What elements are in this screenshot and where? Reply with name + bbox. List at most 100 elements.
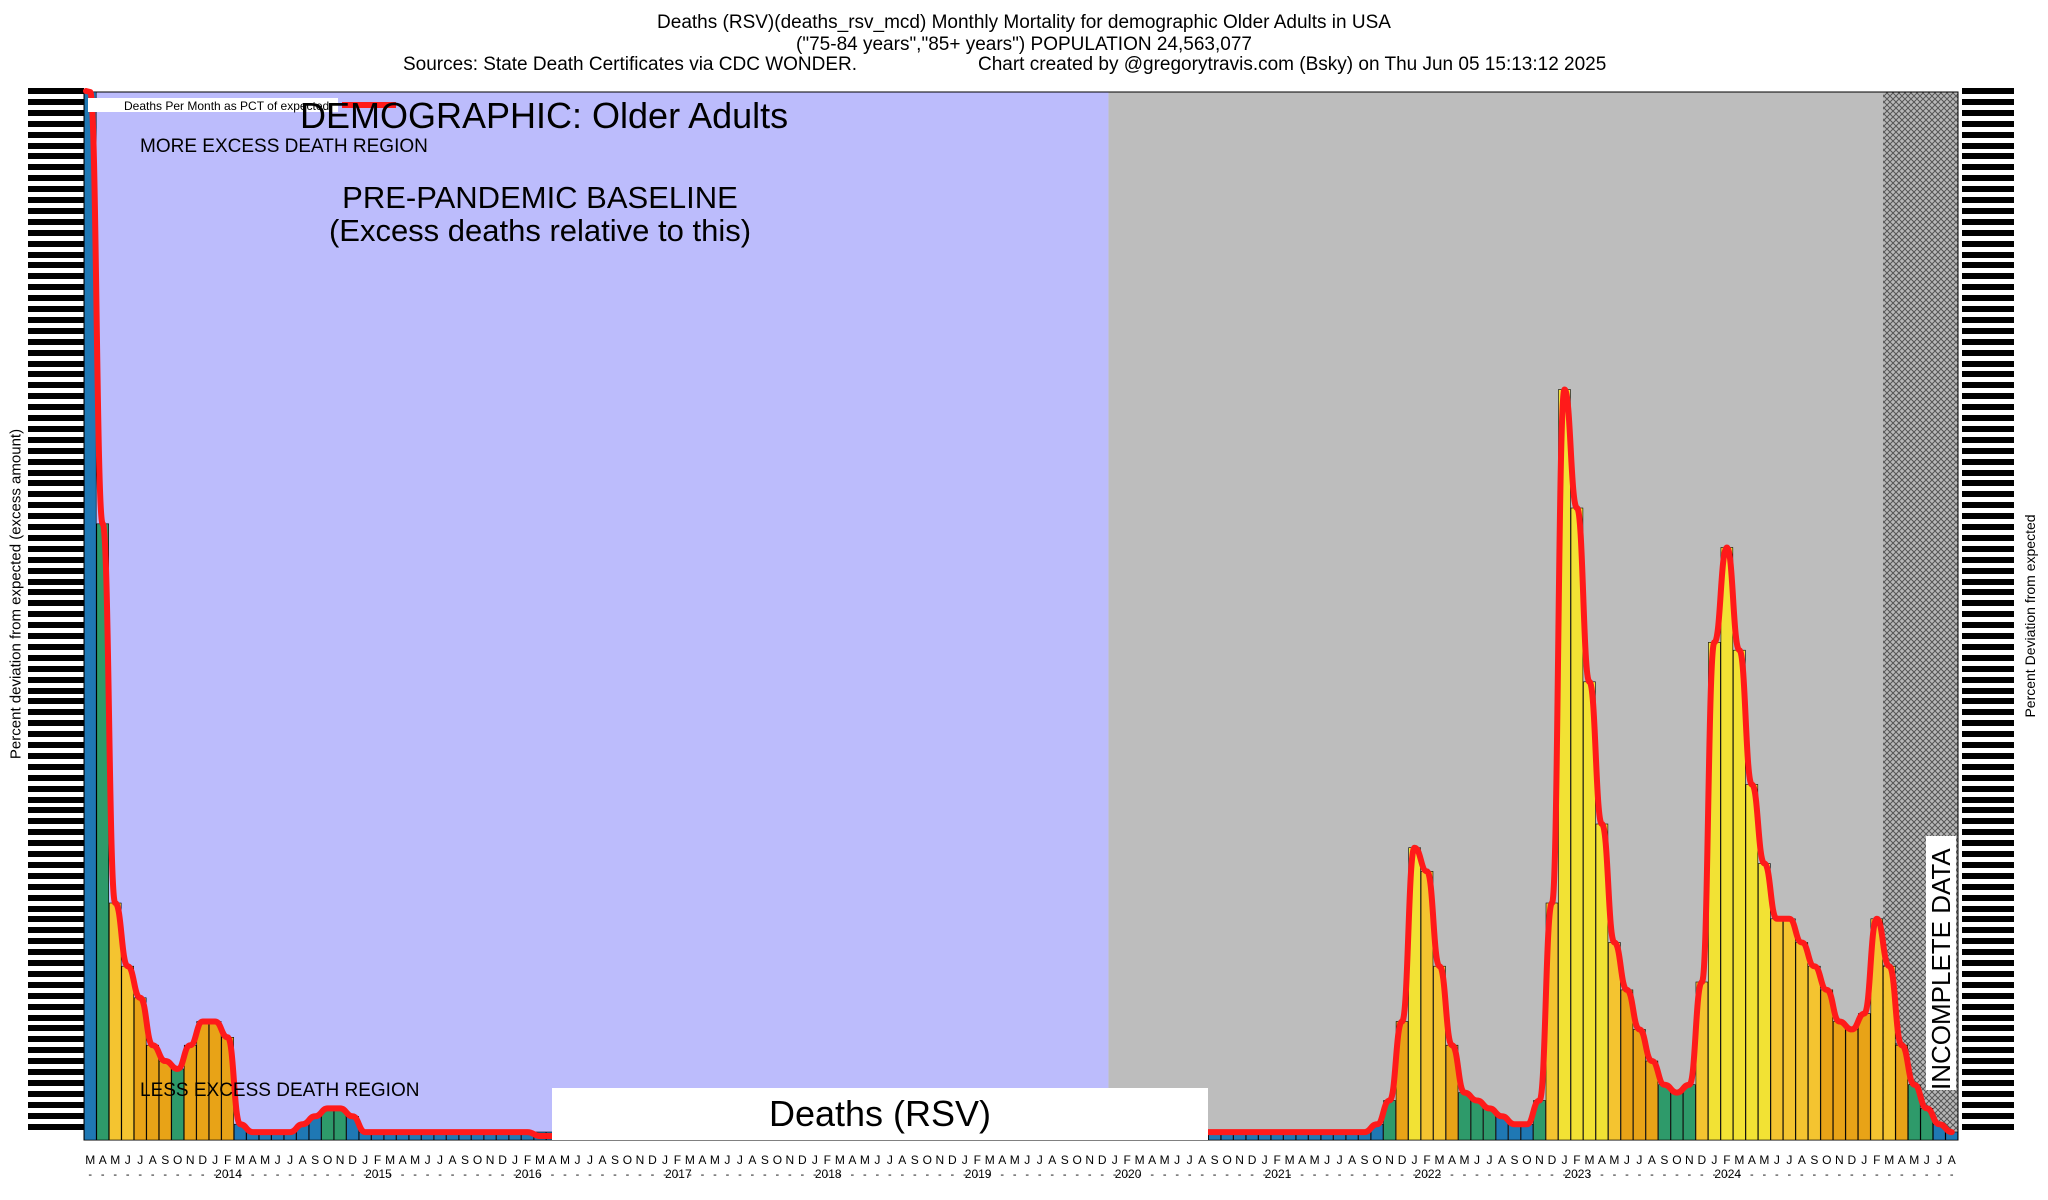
x-tick-dash-128: -	[1688, 1169, 1692, 1181]
x-tick-dash-41: -	[601, 1169, 605, 1181]
left-axis-tick	[28, 818, 84, 825]
x-tick-month-131: F	[1723, 1153, 1730, 1167]
x-tick-dash-145: -	[1900, 1169, 1904, 1181]
right-axis-tick	[1962, 643, 2014, 650]
x-tick-month-95: F	[1273, 1153, 1280, 1167]
x-tick-month-59: F	[824, 1153, 831, 1167]
x-tick-month-73: A	[998, 1153, 1006, 1167]
right-axis-tick	[1962, 1047, 2014, 1054]
right-axis-tick	[1962, 883, 2014, 890]
bar-month-110	[1458, 1092, 1471, 1141]
x-tick-dash-82: -	[1113, 1169, 1117, 1181]
x-tick-month-51: J	[724, 1153, 730, 1167]
x-tick-month-5: A	[149, 1153, 157, 1167]
left-axis-tick	[28, 207, 84, 214]
x-tick-month-82: J	[1112, 1153, 1118, 1167]
x-year-label-2019: 2019	[965, 1167, 992, 1181]
x-tick-month-112: J	[1487, 1153, 1493, 1167]
x-tick-month-104: N	[1385, 1153, 1394, 1167]
x-tick-month-10: J	[212, 1153, 218, 1167]
bar-month-134	[1758, 863, 1771, 1141]
right-axis-tick	[1962, 567, 2014, 574]
left-axis-tick	[28, 567, 84, 574]
x-tick-dash-10: -	[213, 1169, 217, 1181]
x-tick-dash-39: -	[576, 1169, 580, 1181]
x-tick-dash-50: -	[713, 1169, 717, 1181]
x-tick-month-45: D	[648, 1153, 657, 1167]
left-axis-tick	[28, 447, 84, 454]
right-axis-tick	[1962, 98, 2014, 105]
x-tick-month-54: S	[761, 1153, 769, 1167]
x-tick-month-52: J	[737, 1153, 743, 1167]
x-tick-month-116: N	[1535, 1153, 1544, 1167]
left-axis-tick	[28, 120, 84, 127]
x-tick-month-64: J	[887, 1153, 893, 1167]
right-axis-tick	[1962, 1090, 2014, 1097]
x-year-label-2015: 2015	[365, 1167, 392, 1181]
left-axis-tick	[28, 752, 84, 759]
x-tick-dash-118: -	[1563, 1169, 1567, 1181]
right-axis-tick	[1962, 894, 2014, 901]
right-axis-tick	[1962, 556, 2014, 563]
x-tick-dash-70: -	[963, 1169, 967, 1181]
baseline-label: PRE-PANDEMIC BASELINE	[342, 180, 738, 215]
left-axis-tick	[28, 142, 84, 149]
left-axis-tick	[28, 273, 84, 280]
x-tick-dash-15: -	[276, 1169, 280, 1181]
x-tick-month-65: A	[898, 1153, 906, 1167]
right-axis-tick	[1962, 88, 2014, 94]
x-tick-month-76: J	[1037, 1153, 1043, 1167]
x-tick-month-121: A	[1598, 1153, 1606, 1167]
right-axis-tick	[1962, 164, 2014, 171]
x-tick-dash-34: -	[513, 1169, 517, 1181]
right-axis-tick	[1962, 600, 2014, 607]
x-tick-month-40: J	[587, 1153, 593, 1167]
x-tick-dash-67: -	[925, 1169, 929, 1181]
x-tick-dash-53: -	[751, 1169, 755, 1181]
x-tick-dash-27: -	[426, 1169, 430, 1181]
x-tick-month-39: J	[574, 1153, 580, 1167]
left-axis-tick	[28, 1069, 84, 1075]
right-axis-tick	[1962, 785, 2014, 792]
x-tick-month-128: N	[1685, 1153, 1694, 1167]
right-axis-tick	[1962, 1058, 2014, 1065]
x-year-label-2020: 2020	[1115, 1167, 1142, 1181]
right-axis-tick	[1962, 752, 2014, 759]
left-axis-tick	[28, 534, 84, 541]
x-tick-month-94: J	[1262, 1153, 1268, 1167]
x-tick-dash-100: -	[1338, 1169, 1342, 1181]
right-axis-tick	[1962, 218, 2014, 225]
x-tick-dash-72: -	[988, 1169, 992, 1181]
x-tick-dash-7: -	[176, 1169, 180, 1181]
left-axis-tick	[28, 774, 84, 781]
x-tick-month-36: M	[535, 1153, 545, 1167]
left-axis-tick	[28, 633, 84, 639]
left-axis-tick	[28, 240, 84, 247]
x-tick-month-139: O	[1822, 1153, 1831, 1167]
x-tick-month-103: O	[1372, 1153, 1381, 1167]
bar-month-127	[1670, 1092, 1684, 1141]
x-tick-month-35: F	[524, 1153, 531, 1167]
x-tick-month-81: D	[1098, 1153, 1107, 1167]
right-axis-tick	[1962, 491, 2014, 498]
right-axis-tick	[1962, 960, 2014, 966]
x-tick-dash-105: -	[1400, 1169, 1404, 1181]
series-label-box	[552, 1088, 1208, 1140]
x-tick-dash-84: -	[1138, 1169, 1142, 1181]
x-tick-month-123: J	[1624, 1153, 1630, 1167]
x-tick-month-129: D	[1698, 1153, 1707, 1167]
x-tick-month-125: A	[1648, 1153, 1656, 1167]
x-tick-month-62: M	[860, 1153, 870, 1167]
baseline-sublabel: (Excess deaths relative to this)	[329, 213, 751, 248]
left-axis-tick	[28, 840, 84, 847]
x-tick-month-132: M	[1734, 1153, 1744, 1167]
x-tick-month-119: F	[1573, 1153, 1580, 1167]
x-tick-dash-96: -	[1288, 1169, 1292, 1181]
x-tick-dash-107: -	[1425, 1169, 1429, 1181]
x-tick-month-47: F	[674, 1153, 681, 1167]
left-axis-tick	[28, 338, 84, 345]
right-axis-tick	[1962, 502, 2014, 509]
x-tick-dash-115: -	[1525, 1169, 1529, 1181]
x-tick-dash-66: -	[913, 1169, 917, 1181]
